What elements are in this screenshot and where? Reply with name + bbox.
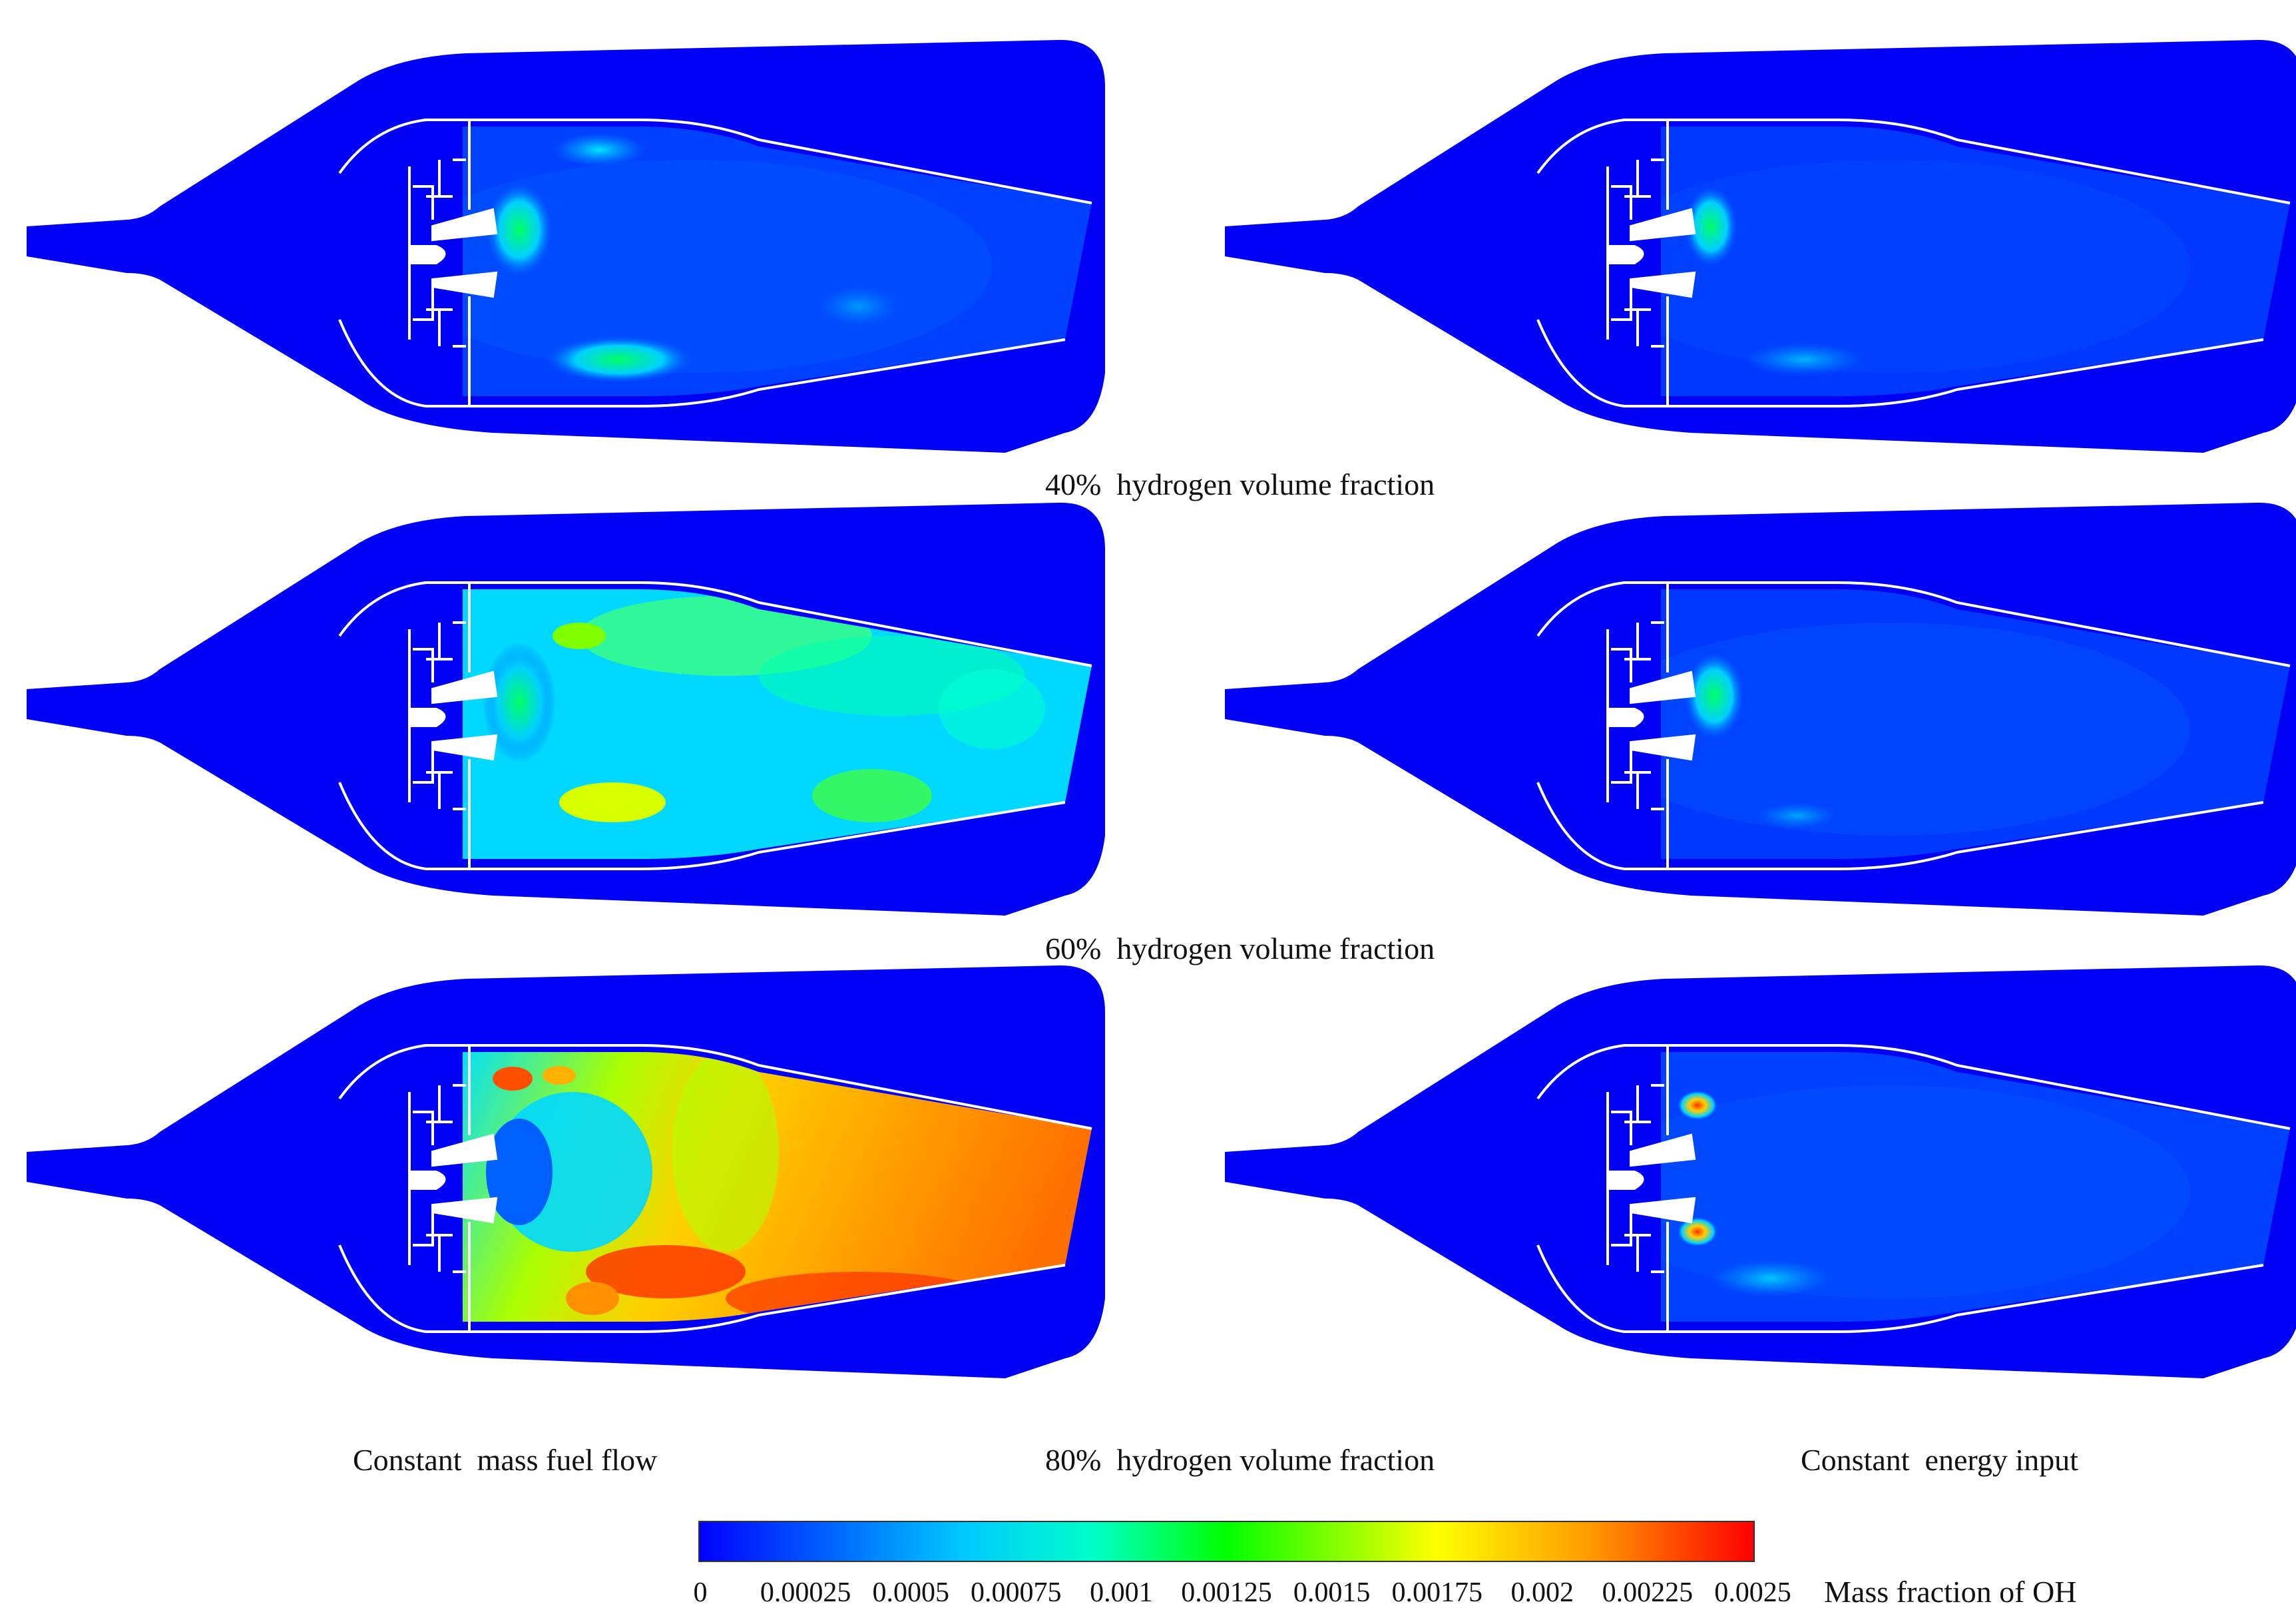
row-label-80: 80% hydrogen volume fraction bbox=[1045, 1443, 1435, 1477]
colorbar bbox=[698, 1521, 1755, 1562]
panel-row3-right bbox=[1225, 965, 2296, 1378]
colorbar-tick-label: 0.0025 bbox=[1714, 1577, 1791, 1608]
panel-row1-right bbox=[1225, 39, 2296, 453]
colorbar-tick-label: 0.002 bbox=[1510, 1577, 1574, 1608]
colorbar-tick-label: 0.00125 bbox=[1181, 1577, 1272, 1608]
panel-row2-left bbox=[27, 502, 1105, 916]
colorbar-tick-label: 0.001 bbox=[1090, 1577, 1153, 1608]
colorbar-tick-label: 0.00225 bbox=[1602, 1577, 1694, 1608]
panel-row3-left bbox=[27, 965, 1105, 1378]
colorbar-tick-label: 0 bbox=[693, 1577, 708, 1608]
row-label-40: 40% hydrogen volume fraction bbox=[1045, 467, 1435, 501]
colorbar-tick-label: 0.00075 bbox=[971, 1577, 1062, 1608]
colorbar-tick-label: 0.00175 bbox=[1391, 1577, 1483, 1608]
panel-row1-left bbox=[27, 39, 1105, 453]
colorbar-tick-label: 0.0005 bbox=[872, 1577, 949, 1608]
column-label-mass-flow: Constant mass fuel flow bbox=[353, 1443, 658, 1477]
column-label-energy-input: Constant energy input bbox=[1801, 1443, 2078, 1477]
panel-row2-right bbox=[1225, 502, 2296, 916]
row-label-60: 60% hydrogen volume fraction bbox=[1045, 932, 1435, 965]
colorbar-tick-label: 0.0015 bbox=[1293, 1577, 1371, 1608]
colorbar-title: Mass fraction of OH bbox=[1824, 1575, 2077, 1609]
colorbar-tick-label: 0.00025 bbox=[760, 1577, 851, 1608]
